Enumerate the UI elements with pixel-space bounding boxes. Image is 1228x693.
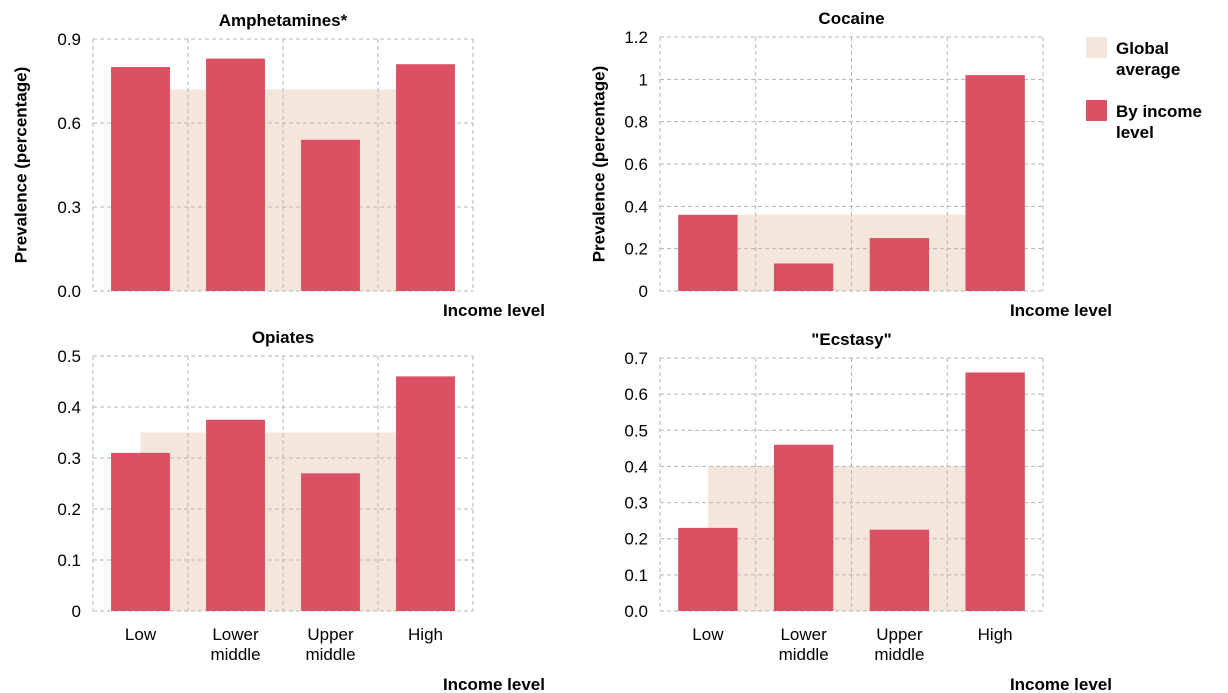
- y-axis-label: Prevalence (percentage): [589, 66, 608, 263]
- y-tick-label: 0: [639, 282, 648, 301]
- x-axis-label: Income level: [443, 301, 545, 320]
- y-tick-label: 0.7: [624, 349, 648, 368]
- y-tick-label: 0.5: [624, 421, 648, 440]
- chart-panel-2: 0 0.2 0.4 0.6 0.8 1 1.2 Cocaine Income level Prev…: [589, 9, 1112, 320]
- y-tick-label: 0.1: [624, 566, 648, 585]
- x-tick-label: Lower middle: [779, 625, 829, 664]
- x-tick-label: Upper middle: [874, 625, 924, 664]
- y-tick-label: 0.8: [624, 113, 648, 132]
- legend-swatch-by-income: [1086, 100, 1107, 121]
- bar-high: [965, 75, 1025, 291]
- y-tick-label: 1: [639, 70, 648, 89]
- bar-upper-middle: [869, 529, 930, 611]
- chart-panel-1: 0.0 0.3 0.6 0.9 Amphetamines* Income level Pre…: [11, 11, 545, 320]
- panel-title: Opiates: [252, 328, 314, 347]
- y-tick-label: 0.2: [624, 530, 648, 549]
- y-tick-label: 0.2: [624, 240, 648, 259]
- x-tick-label: Low: [692, 625, 724, 644]
- y-tick-label: 0.6: [624, 385, 648, 404]
- x-tick-label: Upper middle: [305, 625, 355, 664]
- panel-title: Cocaine: [818, 9, 884, 28]
- panel-title: Amphetamines*: [219, 11, 348, 30]
- y-tick-label: 0.3: [57, 449, 81, 468]
- legend: Global average By income level: [1086, 37, 1202, 142]
- y-tick-label: 0.4: [624, 197, 648, 216]
- x-axis-label: Income level: [443, 675, 545, 693]
- bar-low: [111, 67, 170, 291]
- bar-low: [678, 214, 738, 291]
- bar-low: [678, 527, 738, 611]
- bar-lower-middle: [206, 58, 265, 291]
- x-tick-label: High: [408, 625, 443, 644]
- y-tick-label: 0.5: [57, 347, 81, 366]
- y-tick-label: 0: [72, 602, 81, 621]
- bar-lower-middle: [206, 419, 265, 611]
- chart-panel-4: 0.0 0.1 0.2 0.3 0.4 0.5 0.6 0.7 Low Lower middle Up…: [624, 330, 1112, 693]
- legend-swatch-global-average: [1086, 37, 1107, 58]
- x-tick-label: High: [978, 625, 1013, 644]
- global-average-band: [140, 432, 426, 611]
- y-tick-label: 0.1: [57, 551, 81, 570]
- bar-upper-middle: [869, 238, 930, 291]
- y-tick-label: 0.2: [57, 500, 81, 519]
- bar-upper-middle: [301, 473, 360, 611]
- bar-lower-middle: [773, 263, 834, 291]
- y-tick-label: 0.0: [57, 282, 81, 301]
- y-axis-label: Prevalence (percentage): [11, 67, 30, 264]
- x-tick-label: Lower middle: [210, 625, 260, 664]
- y-tick-label: 0.3: [624, 494, 648, 513]
- bar-lower-middle: [773, 444, 834, 611]
- y-tick-label: 0.6: [624, 155, 648, 174]
- y-tick-label: 0.0: [624, 602, 648, 621]
- x-axis-label: Income level: [1010, 301, 1112, 320]
- bar-high: [396, 376, 455, 611]
- y-tick-label: 0.9: [57, 30, 81, 49]
- y-tick-label: 0.6: [57, 114, 81, 133]
- y-tick-label: 0.4: [57, 398, 81, 417]
- y-tick-label: 0.3: [57, 198, 81, 217]
- panel-title: "Ecstasy": [811, 330, 891, 349]
- legend-label-global-average: Global average: [1116, 39, 1180, 79]
- chart-panels: 0.0 0.3 0.6 0.9 Amphetamines* Income level Pre…: [11, 9, 1112, 693]
- chart-panel-3: 0 0.1 0.2 0.3 0.4 0.5 Low Lower middle Upper middl…: [57, 328, 545, 693]
- bar-upper-middle: [301, 139, 360, 291]
- bar-high: [396, 64, 455, 291]
- y-tick-label: 0.4: [624, 457, 648, 476]
- bar-high: [965, 372, 1025, 611]
- y-tick-label: 1.2: [624, 28, 648, 47]
- bar-low: [111, 452, 170, 611]
- x-tick-label: Low: [125, 625, 157, 644]
- legend-label-by-income: By income level: [1116, 102, 1202, 142]
- x-axis-label: Income level: [1010, 675, 1112, 693]
